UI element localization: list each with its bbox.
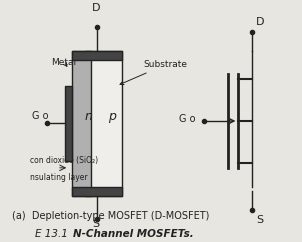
Text: con dioxide (SiO₂): con dioxide (SiO₂) bbox=[30, 156, 98, 165]
Bar bbox=[72, 187, 122, 196]
Text: G o: G o bbox=[32, 111, 48, 121]
Text: nsulating layer: nsulating layer bbox=[30, 173, 88, 182]
Text: G o: G o bbox=[178, 114, 195, 124]
Bar bbox=[72, 51, 122, 60]
Text: (a)  Depletion-type MOSFET (D-MOSFET): (a) Depletion-type MOSFET (D-MOSFET) bbox=[12, 211, 210, 221]
Text: E 13.1: E 13.1 bbox=[35, 229, 68, 239]
Text: Metal: Metal bbox=[52, 58, 77, 67]
Bar bbox=[85, 51, 122, 196]
Bar bbox=[65, 86, 72, 161]
Bar bbox=[72, 51, 91, 196]
Text: N-Channel MOSFETs.: N-Channel MOSFETs. bbox=[73, 229, 194, 239]
Text: p: p bbox=[108, 110, 116, 123]
Text: n: n bbox=[84, 110, 92, 123]
Text: Substrate: Substrate bbox=[120, 60, 188, 84]
Text: S: S bbox=[256, 215, 264, 225]
Text: D: D bbox=[256, 17, 264, 27]
Text: D: D bbox=[92, 3, 101, 13]
Text: S: S bbox=[93, 219, 100, 229]
